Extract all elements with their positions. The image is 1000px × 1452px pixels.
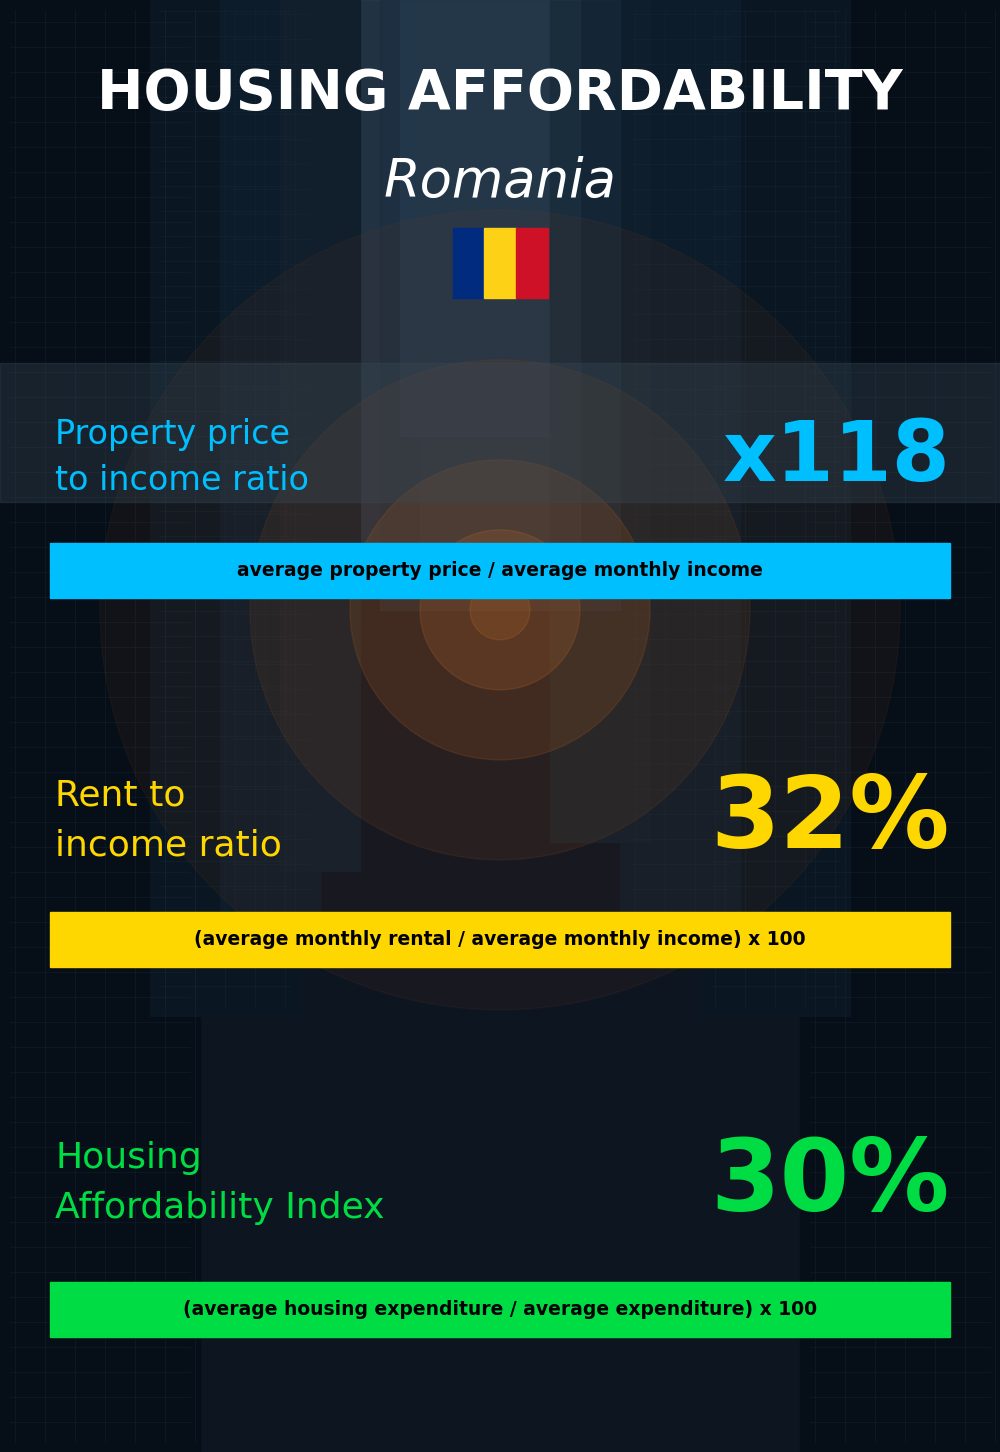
Circle shape (470, 579, 530, 640)
Bar (50, 543, 950, 598)
Bar (50, 1282, 950, 1337)
Circle shape (250, 360, 750, 860)
Bar (700, 0, 850, 1016)
Bar (800, 0, 1000, 1452)
Text: Property price
to income ratio: Property price to income ratio (55, 418, 309, 497)
Text: (average housing expenditure / average expenditure) x 100: (average housing expenditure / average e… (183, 1300, 817, 1320)
Bar (150, 0, 300, 1016)
Bar (0, 0, 200, 1452)
Text: x118: x118 (722, 417, 950, 498)
Text: 30%: 30% (711, 1135, 950, 1231)
Bar (50, 912, 950, 967)
Bar (484, 228, 516, 298)
Bar (420, 0, 580, 552)
Text: Romania: Romania (384, 155, 616, 208)
Bar (516, 228, 548, 298)
Bar (350, 0, 650, 552)
Bar (380, 0, 620, 610)
Circle shape (420, 530, 580, 690)
Bar (220, 0, 320, 944)
Circle shape (100, 211, 900, 1009)
Text: (average monthly rental / average monthly income) x 100: (average monthly rental / average monthl… (194, 929, 806, 950)
Text: average property price / average monthly income: average property price / average monthly… (237, 560, 763, 581)
Text: Housing
Affordability Index: Housing Affordability Index (55, 1141, 384, 1225)
Bar (453, 228, 484, 298)
Bar (620, 0, 740, 944)
Text: Rent to
income ratio: Rent to income ratio (55, 778, 282, 862)
Bar (400, 0, 600, 436)
Circle shape (350, 460, 650, 759)
Bar (0, 363, 1000, 502)
Text: 32%: 32% (711, 772, 950, 868)
Text: HOUSING AFFORDABILITY: HOUSING AFFORDABILITY (97, 67, 903, 122)
Bar (550, 0, 650, 842)
Bar (280, 0, 360, 871)
